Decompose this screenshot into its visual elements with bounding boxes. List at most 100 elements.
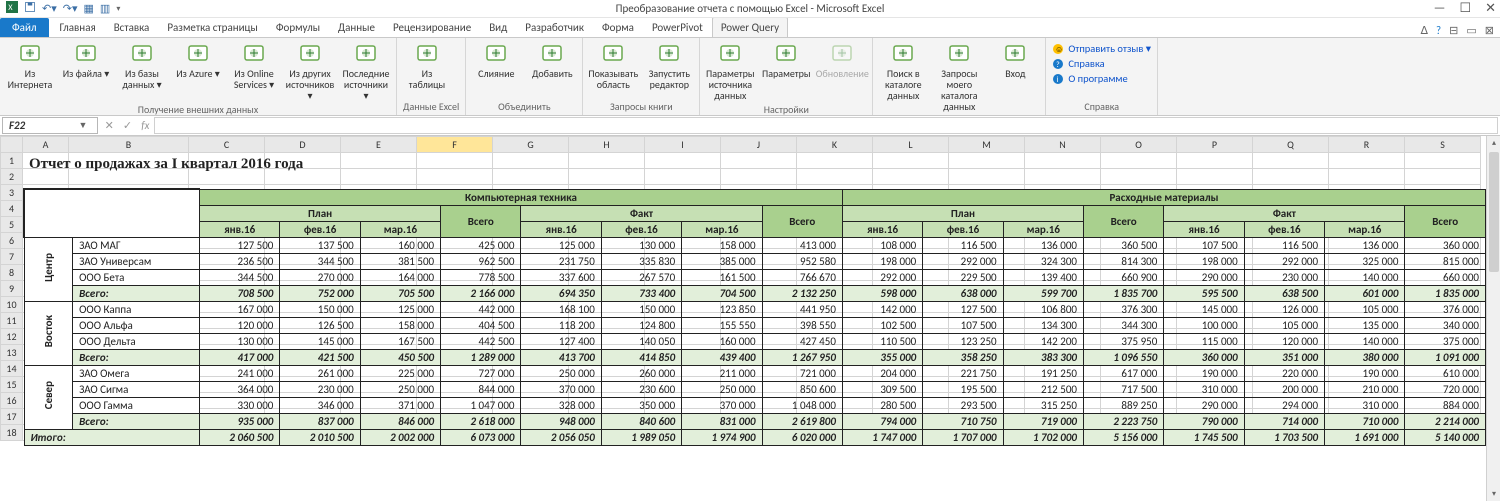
column-header[interactable]: C (189, 137, 265, 153)
row-header[interactable]: 10 (1, 297, 23, 313)
row-header[interactable]: 4 (1, 201, 23, 217)
ribbon-link[interactable]: ☺Отправить отзыв ▾ (1052, 42, 1151, 55)
tab-главная[interactable]: Главная (51, 17, 105, 37)
ribbon-button[interactable]: Из базы данных ▾ (118, 42, 166, 90)
worksheet-grid[interactable]: ABCDEFGHIJKLMNOPQRS123456789101112131415… (0, 136, 1500, 501)
column-header[interactable]: F (417, 137, 493, 153)
column-header[interactable]: H (569, 137, 645, 153)
tab-разметка-страницы[interactable]: Разметка страницы (158, 17, 267, 37)
row-header[interactable]: 7 (1, 249, 23, 265)
column-header[interactable]: A (23, 137, 69, 153)
row-header[interactable]: 3 (1, 185, 23, 201)
tab-file[interactable]: Файл (0, 18, 49, 37)
row-header[interactable]: 8 (1, 265, 23, 281)
ribbon-min-icon[interactable]: ᐃ (1421, 24, 1429, 37)
row-header[interactable]: 2 (1, 169, 23, 185)
column-header[interactable]: L (873, 137, 949, 153)
help-icon[interactable]: ? (1436, 24, 1441, 37)
name-box-input[interactable] (3, 119, 75, 132)
scroll-down-icon[interactable]: ▾ (1487, 487, 1500, 501)
column-header[interactable]: G (493, 137, 569, 153)
column-header[interactable]: K (797, 137, 873, 153)
select-all-cell[interactable] (1, 137, 23, 153)
column-header[interactable]: N (1025, 137, 1101, 153)
ribbon-button[interactable]: Запросы моего каталога данных (935, 42, 983, 112)
scroll-thumb[interactable] (1489, 152, 1499, 272)
row-header[interactable]: 16 (1, 393, 23, 409)
row-header[interactable]: 6 (1, 233, 23, 249)
ribbon-button[interactable]: Показывать область (589, 42, 637, 90)
ribbon-button[interactable]: Слияние (472, 42, 520, 79)
column-header[interactable]: S (1405, 137, 1481, 153)
redo-icon[interactable]: ↷▾ (63, 2, 78, 15)
formula-input[interactable] (154, 117, 1498, 134)
ribbon-button[interactable]: Поиск в каталоге данных (879, 42, 927, 101)
ribbon-button[interactable]: Последние источники ▾ (342, 42, 390, 101)
row-header[interactable]: 12 (1, 329, 23, 345)
cancel-icon[interactable]: ✕ (105, 119, 114, 132)
ribbon-button[interactable]: Добавить (528, 42, 576, 79)
ribbon-button[interactable]: Из других источников ▾ (286, 42, 334, 101)
column-header[interactable]: Q (1253, 137, 1329, 153)
column-header[interactable]: O (1101, 137, 1177, 153)
tab-данные[interactable]: Данные (329, 17, 384, 37)
rb-icon2[interactable]: ▭ (1466, 24, 1476, 37)
formula-bar: ▼ ✕ ✓ fx (0, 116, 1500, 136)
column-header[interactable]: B (69, 137, 189, 153)
column-header[interactable]: M (949, 137, 1025, 153)
ribbon-button[interactable]: Из Online Services ▾ (230, 42, 278, 90)
column-header[interactable]: R (1329, 137, 1405, 153)
rb-icon1[interactable]: ⊟ (1449, 24, 1458, 37)
tab-форма[interactable]: Форма (593, 17, 643, 37)
ribbon-button[interactable]: Из Azure ▾ (174, 42, 222, 79)
column-header[interactable]: I (645, 137, 721, 153)
tab-вид[interactable]: Вид (480, 17, 516, 37)
ribbon-button[interactable]: Из таблицы (403, 42, 451, 90)
row-header[interactable]: 18 (1, 425, 23, 441)
name-box[interactable]: ▼ (2, 117, 98, 134)
vertical-scrollbar[interactable]: ▴ ▾ (1486, 136, 1500, 501)
undo-icon[interactable]: ↶▾ (42, 2, 57, 15)
fx-icon[interactable]: fx (141, 119, 149, 132)
column-header[interactable]: E (341, 137, 417, 153)
enter-icon[interactable]: ✓ (123, 119, 132, 132)
save-icon[interactable] (24, 1, 36, 16)
row-header[interactable]: 17 (1, 409, 23, 425)
ribbon-button[interactable]: Из Интернета (6, 42, 54, 90)
rb-icon3[interactable]: ⊠ (1485, 24, 1494, 37)
ribbon-button[interactable]: Запустить редактор (645, 42, 693, 90)
row-header[interactable]: 5 (1, 217, 23, 233)
minimize-button[interactable]: — (1434, 1, 1446, 16)
tab-вставка[interactable]: Вставка (105, 17, 159, 37)
column-header[interactable]: J (721, 137, 797, 153)
row-header[interactable]: 1 (1, 153, 23, 169)
name-box-dropdown[interactable]: ▼ (75, 120, 91, 131)
ribbon-link[interactable]: ?Справка (1052, 57, 1151, 70)
qat-more[interactable]: ▾ (116, 4, 120, 14)
tab-разработчик[interactable]: Разработчик (516, 17, 593, 37)
ribbon-button: Обновление (818, 42, 866, 79)
ribbon-group-2: СлияниеДобавитьОбъединить (466, 38, 583, 115)
ribbon-link[interactable]: iО программе (1052, 72, 1151, 85)
row-header[interactable]: 14 (1, 361, 23, 377)
maximize-button[interactable]: ☐ (1459, 1, 1471, 16)
close-button[interactable]: ✕ (1485, 1, 1496, 16)
qat-btn2[interactable]: ▥ (100, 2, 110, 15)
column-header[interactable]: P (1177, 137, 1253, 153)
row-header[interactable]: 9 (1, 281, 23, 297)
tab-рецензирование[interactable]: Рецензирование (384, 17, 480, 37)
row-header[interactable]: 11 (1, 313, 23, 329)
tab-формулы[interactable]: Формулы (267, 17, 329, 37)
column-header[interactable]: D (265, 137, 341, 153)
row-header[interactable]: 15 (1, 377, 23, 393)
qat-btn1[interactable]: ▦ (84, 2, 94, 15)
ribbon-button[interactable]: Вход (991, 42, 1039, 79)
ribbon-button[interactable]: Параметры источника данных (706, 42, 754, 101)
ribbon-group-label: Запросы книги (589, 98, 693, 113)
ribbon-button[interactable]: Параметры (762, 42, 810, 79)
tab-power-query[interactable]: Power Query (712, 17, 788, 37)
ribbon-button[interactable]: Из файла ▾ (62, 42, 110, 79)
row-header[interactable]: 13 (1, 345, 23, 361)
tab-powerpivot[interactable]: PowerPivot (643, 17, 712, 37)
scroll-up-icon[interactable]: ▴ (1487, 136, 1500, 150)
